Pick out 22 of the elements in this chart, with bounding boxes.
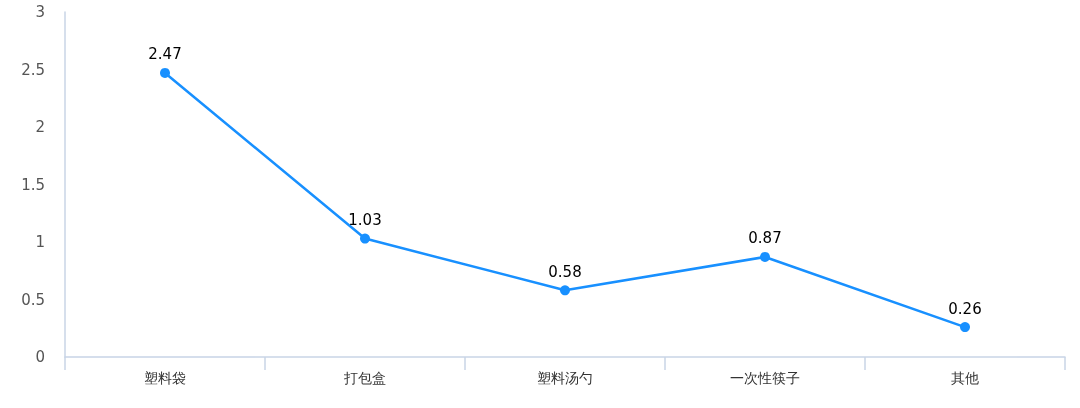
x-tick-label: 其他 xyxy=(951,370,979,386)
y-tick-label: 1.5 xyxy=(21,175,45,194)
point xyxy=(760,251,770,262)
point xyxy=(360,233,370,244)
point xyxy=(160,67,170,78)
data-label: 0.87 xyxy=(748,229,782,248)
y-tick-label: 1 xyxy=(35,233,45,251)
y-tick-label: 2.5 xyxy=(21,60,45,79)
y-tick-label: 0 xyxy=(35,348,45,366)
x-tick-label: 塑料袋 xyxy=(144,370,186,386)
data-label: 1.03 xyxy=(348,211,382,230)
x-tick-label: 一次性筷子 xyxy=(730,370,800,386)
x-tick-label: 塑料汤勺 xyxy=(537,370,593,386)
data-label: 0.58 xyxy=(548,262,582,281)
data-label: 0.26 xyxy=(948,299,982,318)
data-label: 2.47 xyxy=(148,45,182,64)
y-tick-label: 3 xyxy=(35,3,45,21)
x-tick-label: 打包盒 xyxy=(343,370,386,386)
y-tick-label: 2 xyxy=(35,118,45,136)
point xyxy=(560,285,570,296)
y-tick-label: 0.5 xyxy=(21,290,45,309)
point xyxy=(960,322,970,333)
